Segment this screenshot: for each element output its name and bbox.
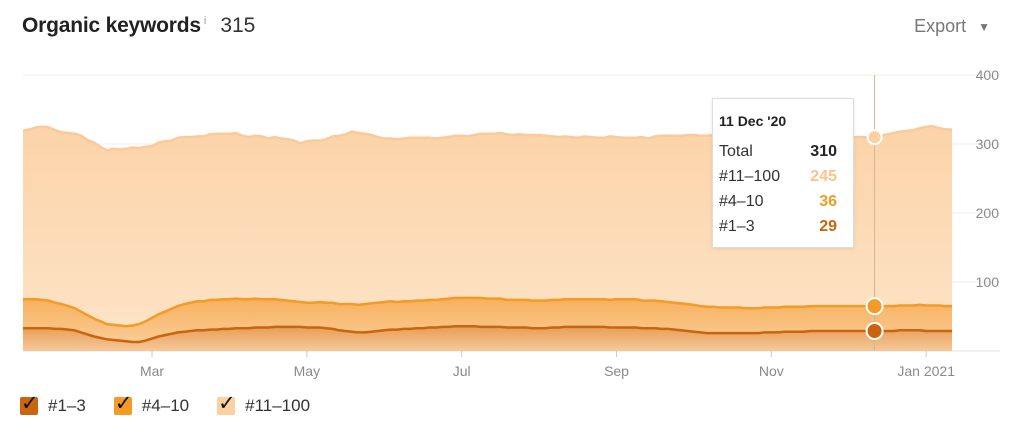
tooltip-row-top10: #4–10 36 xyxy=(719,193,837,218)
tooltip-label: Total xyxy=(719,143,753,160)
checkmark-icon: ✓ xyxy=(114,391,133,415)
legend-item-top10[interactable]: ✓ #4–10 xyxy=(113,391,190,416)
checkbox[interactable]: ✓ xyxy=(20,391,39,415)
x-tick-label: Jan 2021 xyxy=(897,363,955,379)
export-label: Export xyxy=(914,16,967,36)
y-tick-label: 400 xyxy=(976,67,1000,83)
line-top10 xyxy=(23,296,952,328)
checkmark-icon: ✓ xyxy=(218,391,236,415)
point-top10 xyxy=(865,297,884,316)
checkbox[interactable]: ✓ xyxy=(113,391,132,415)
x-tick-label: Mar xyxy=(140,363,164,379)
y-axis: 100 200 300 400 xyxy=(976,67,1000,290)
legend-label: #11–100 xyxy=(245,396,311,415)
x-tick-label: Jul xyxy=(453,363,471,379)
legend-label: #4–10 xyxy=(141,396,190,415)
area-top3 xyxy=(23,326,952,351)
tooltip-value: 245 xyxy=(810,168,837,185)
info-icon[interactable]: i xyxy=(203,15,207,27)
tooltip-date: 11 Dec '20 xyxy=(719,113,787,129)
chevron-down-icon: ▼ xyxy=(978,19,990,34)
tooltip-value: 310 xyxy=(810,143,837,160)
tooltip-value: 29 xyxy=(819,218,837,235)
x-tick-label: Nov xyxy=(759,363,784,379)
legend-item-top3[interactable]: ✓ #1–3 xyxy=(20,391,86,416)
line-top3 xyxy=(23,324,952,344)
x-tick-label: May xyxy=(294,363,320,379)
tooltip-label: #4–10 xyxy=(719,193,764,210)
export-button[interactable]: Export ▼ xyxy=(914,16,990,37)
tooltip-label: #11–100 xyxy=(719,168,781,185)
checkbox[interactable]: ✓ xyxy=(217,391,236,415)
checkmark-icon: ✓ xyxy=(21,391,39,415)
chart-title: Organic keywords xyxy=(22,14,201,37)
chart-legend: ✓ #1–3 ✓ #4–10 ✓ #11–100 xyxy=(20,391,338,416)
keyword-count: 315 xyxy=(220,14,256,37)
tooltip-label: #1–3 xyxy=(719,218,755,235)
y-tick-label: 300 xyxy=(976,136,1000,152)
point-top3 xyxy=(865,321,884,340)
hover-cursor xyxy=(865,75,884,351)
tooltip-value: 36 xyxy=(819,193,837,210)
x-axis: Mar May Jul Sep Nov Jan 2021 xyxy=(140,351,955,379)
chart-header: Organic keywords i 315 xyxy=(22,14,255,44)
tooltip-row-total: Total 310 xyxy=(719,143,837,168)
chart-tooltip: 11 Dec '20 Total 310 #11–100 245 #4–10 3… xyxy=(712,98,854,248)
tooltip-row-top3: #1–3 29 xyxy=(719,218,837,243)
legend-label: #1–3 xyxy=(48,396,86,415)
x-tick-label: Sep xyxy=(604,363,629,379)
y-tick-label: 200 xyxy=(976,205,1000,221)
y-tick-label: 100 xyxy=(976,274,1000,290)
point-total xyxy=(866,129,883,146)
tooltip-row-top100: #11–100 245 xyxy=(719,168,837,193)
legend-item-top100[interactable]: ✓ #11–100 xyxy=(217,391,311,416)
